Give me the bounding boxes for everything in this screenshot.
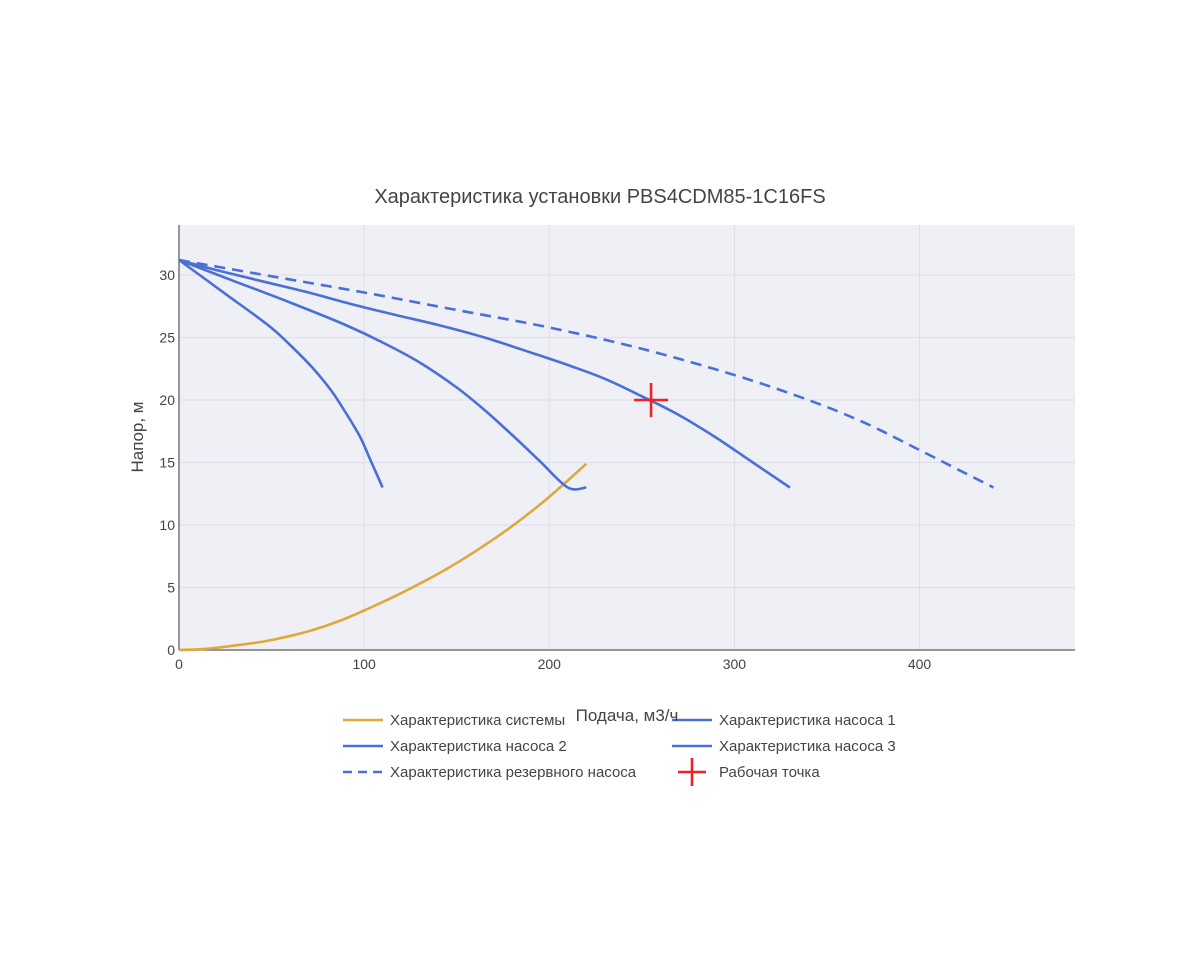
legend-label: Характеристика насоса 1 [719,712,896,729]
chart-title: Характеристика установки PBS4CDM85-1C16F… [374,186,825,208]
y-tick-label: 10 [159,517,175,533]
legend-item[interactable]: Характеристика резервного насоса [343,764,637,781]
x-tick-label: 100 [352,656,376,672]
x-tick-label: 300 [723,656,747,672]
legend-swatch [678,758,706,786]
legend-item[interactable]: Характеристика насоса 1 [672,712,896,729]
y-tick-label: 20 [159,392,175,408]
x-tick-label: 200 [538,656,562,672]
y-tick-label: 25 [159,330,175,346]
y-axis-title: Напор, м [128,402,147,473]
legend-item[interactable]: Рабочая точка [678,758,820,786]
y-tick-label: 15 [159,455,175,471]
x-axis-title: Подача, м3/ч [576,706,679,725]
legend-label: Характеристика насоса 2 [390,738,567,755]
series-line-2 [178,258,791,489]
series-line-5 [178,258,995,489]
plot-background [179,225,1075,650]
y-tick-label: 0 [167,642,175,658]
x-tick-label: 0 [175,656,183,672]
legend-item[interactable]: Характеристика насоса 3 [672,738,896,755]
legend-item[interactable]: Характеристика насоса 2 [343,738,567,755]
y-tick-label: 5 [167,580,175,596]
series-line-4 [178,258,384,489]
x-tick-label: 400 [908,656,932,672]
series-line-3 [178,258,587,491]
legend-label: Рабочая точка [719,764,820,781]
series-line-1 [178,462,588,652]
operating-point-marker [634,383,669,417]
legend-item[interactable]: Характеристика системы [343,712,565,729]
legend-label: Характеристика системы [390,712,565,729]
y-tick-label: 30 [159,267,175,283]
legend-label: Характеристика резервного насоса [390,764,637,781]
legend-label: Характеристика насоса 3 [719,738,896,755]
